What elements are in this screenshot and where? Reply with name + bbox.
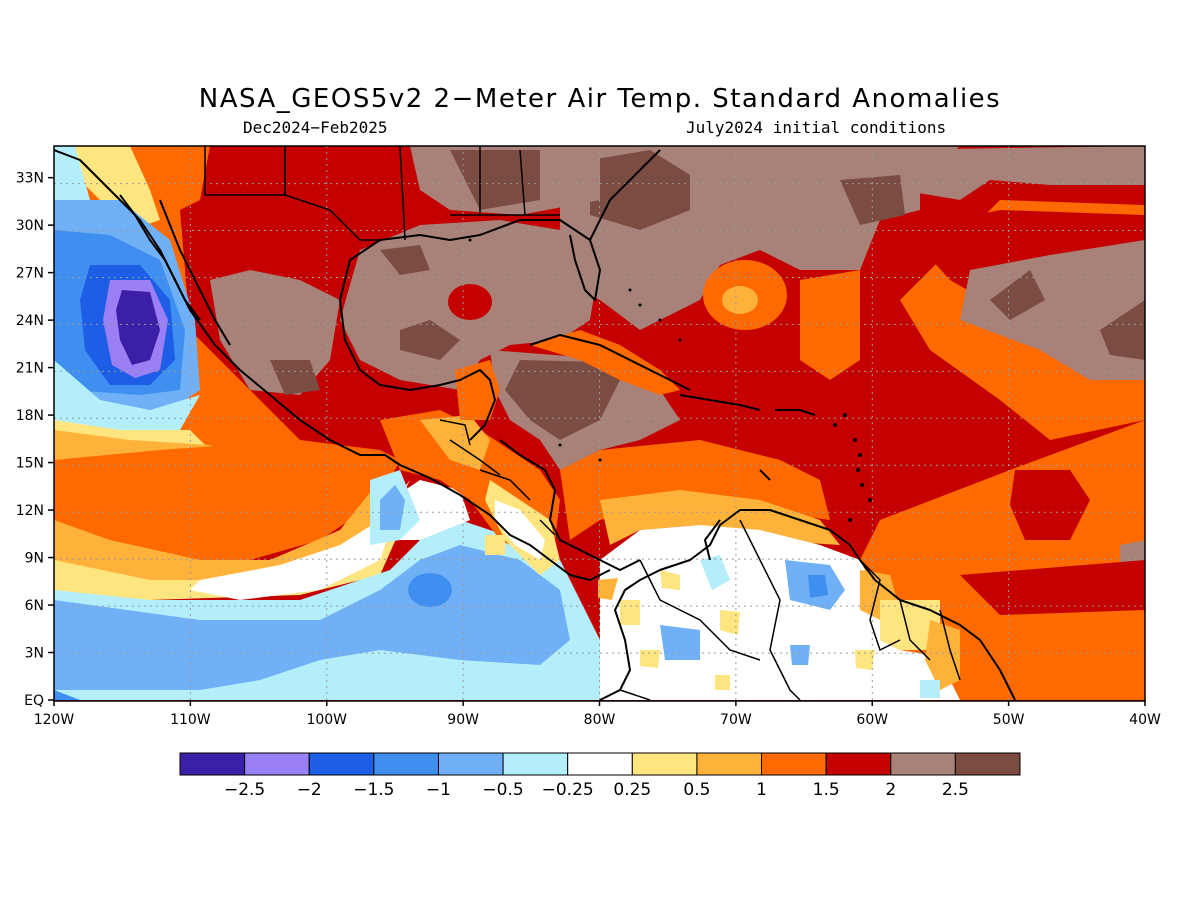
colorbar-label: −1 xyxy=(426,780,451,800)
lat-tick-label: 30N xyxy=(16,218,44,234)
colorbar-swatch xyxy=(761,752,827,776)
lat-tick-label: EQ xyxy=(24,693,44,709)
lat-tick-label: 6N xyxy=(25,598,44,614)
lat-tick-label: 33N xyxy=(16,171,44,187)
colorbar-label: 2.5 xyxy=(942,780,969,800)
lat-tick-label: 18N xyxy=(16,408,44,424)
lat-tick-label: 12N xyxy=(16,503,44,519)
colorbar-swatch xyxy=(825,752,892,776)
lat-tick-label: 27N xyxy=(16,266,44,282)
colorbar-label: 0.25 xyxy=(613,780,651,800)
anomaly-field xyxy=(54,146,1145,701)
lat-tick-label: 21N xyxy=(16,361,44,377)
colorbar-label: −1.5 xyxy=(353,780,394,800)
graticule xyxy=(54,146,1145,700)
lon-tick-label: 80W xyxy=(584,712,616,728)
colorbar-swatch xyxy=(696,752,763,776)
colorbar-label: −2 xyxy=(297,780,322,800)
colorbar-swatch xyxy=(502,752,569,776)
lon-tick-label: 70W xyxy=(720,712,752,728)
colorbar-label: 2 xyxy=(885,780,896,800)
lat-tick-label: 3N xyxy=(25,646,44,662)
colorbar-swatch xyxy=(631,752,698,776)
colorbar-label: −0.5 xyxy=(482,780,523,800)
lon-tick-label: 100W xyxy=(306,712,347,728)
lon-tick-label: 60W xyxy=(856,712,888,728)
coastlines xyxy=(54,149,1016,701)
colorbar: −2.5 −2 −1.5 −1 −0.5 −0.25 0.25 0.5 1 1.5 2 2.5 xyxy=(179,752,1021,800)
lon-tick-label: 50W xyxy=(993,712,1025,728)
longitude-axis: 120W 110W 100W 90W 80W 70W 60W 50W 40W xyxy=(34,700,1161,728)
colorbar-label: −0.25 xyxy=(542,780,594,800)
latitude-axis: EQ 3N 6N 9N 12N 15N 18N 21N 24N 27N 30N 33N xyxy=(16,171,54,709)
colorbar-label: 0.5 xyxy=(683,780,710,800)
colorbar-swatch xyxy=(244,752,310,776)
initial-conditions: July2024 initial conditions xyxy=(686,118,947,137)
islands xyxy=(468,238,872,522)
lon-tick-label: 90W xyxy=(447,712,479,728)
lon-tick-label: 40W xyxy=(1129,712,1161,728)
valid-period: Dec2024−Feb2025 xyxy=(243,118,388,137)
lon-tick-label: 110W xyxy=(170,712,211,728)
colorbar-swatch xyxy=(567,752,633,776)
colorbar-swatch xyxy=(954,752,1021,776)
map-title: NASA_GEOS5v2 2−Meter Air Temp. Standard … xyxy=(198,84,1002,114)
colorbar-label: −2.5 xyxy=(224,780,265,800)
lat-tick-label: 24N xyxy=(16,313,44,329)
borders xyxy=(204,146,961,701)
lat-tick-label: 9N xyxy=(25,551,44,567)
colorbar-swatch xyxy=(890,752,956,776)
colorbar-swatch xyxy=(308,752,375,776)
lon-tick-label: 120W xyxy=(34,712,75,728)
colorbar-label: 1.5 xyxy=(813,780,840,800)
colorbar-swatch xyxy=(179,752,246,776)
lat-tick-label: 15N xyxy=(16,456,44,472)
colorbar-label: 1 xyxy=(756,780,767,800)
colorbar-swatch xyxy=(373,752,439,776)
colorbar-swatch xyxy=(437,752,504,776)
